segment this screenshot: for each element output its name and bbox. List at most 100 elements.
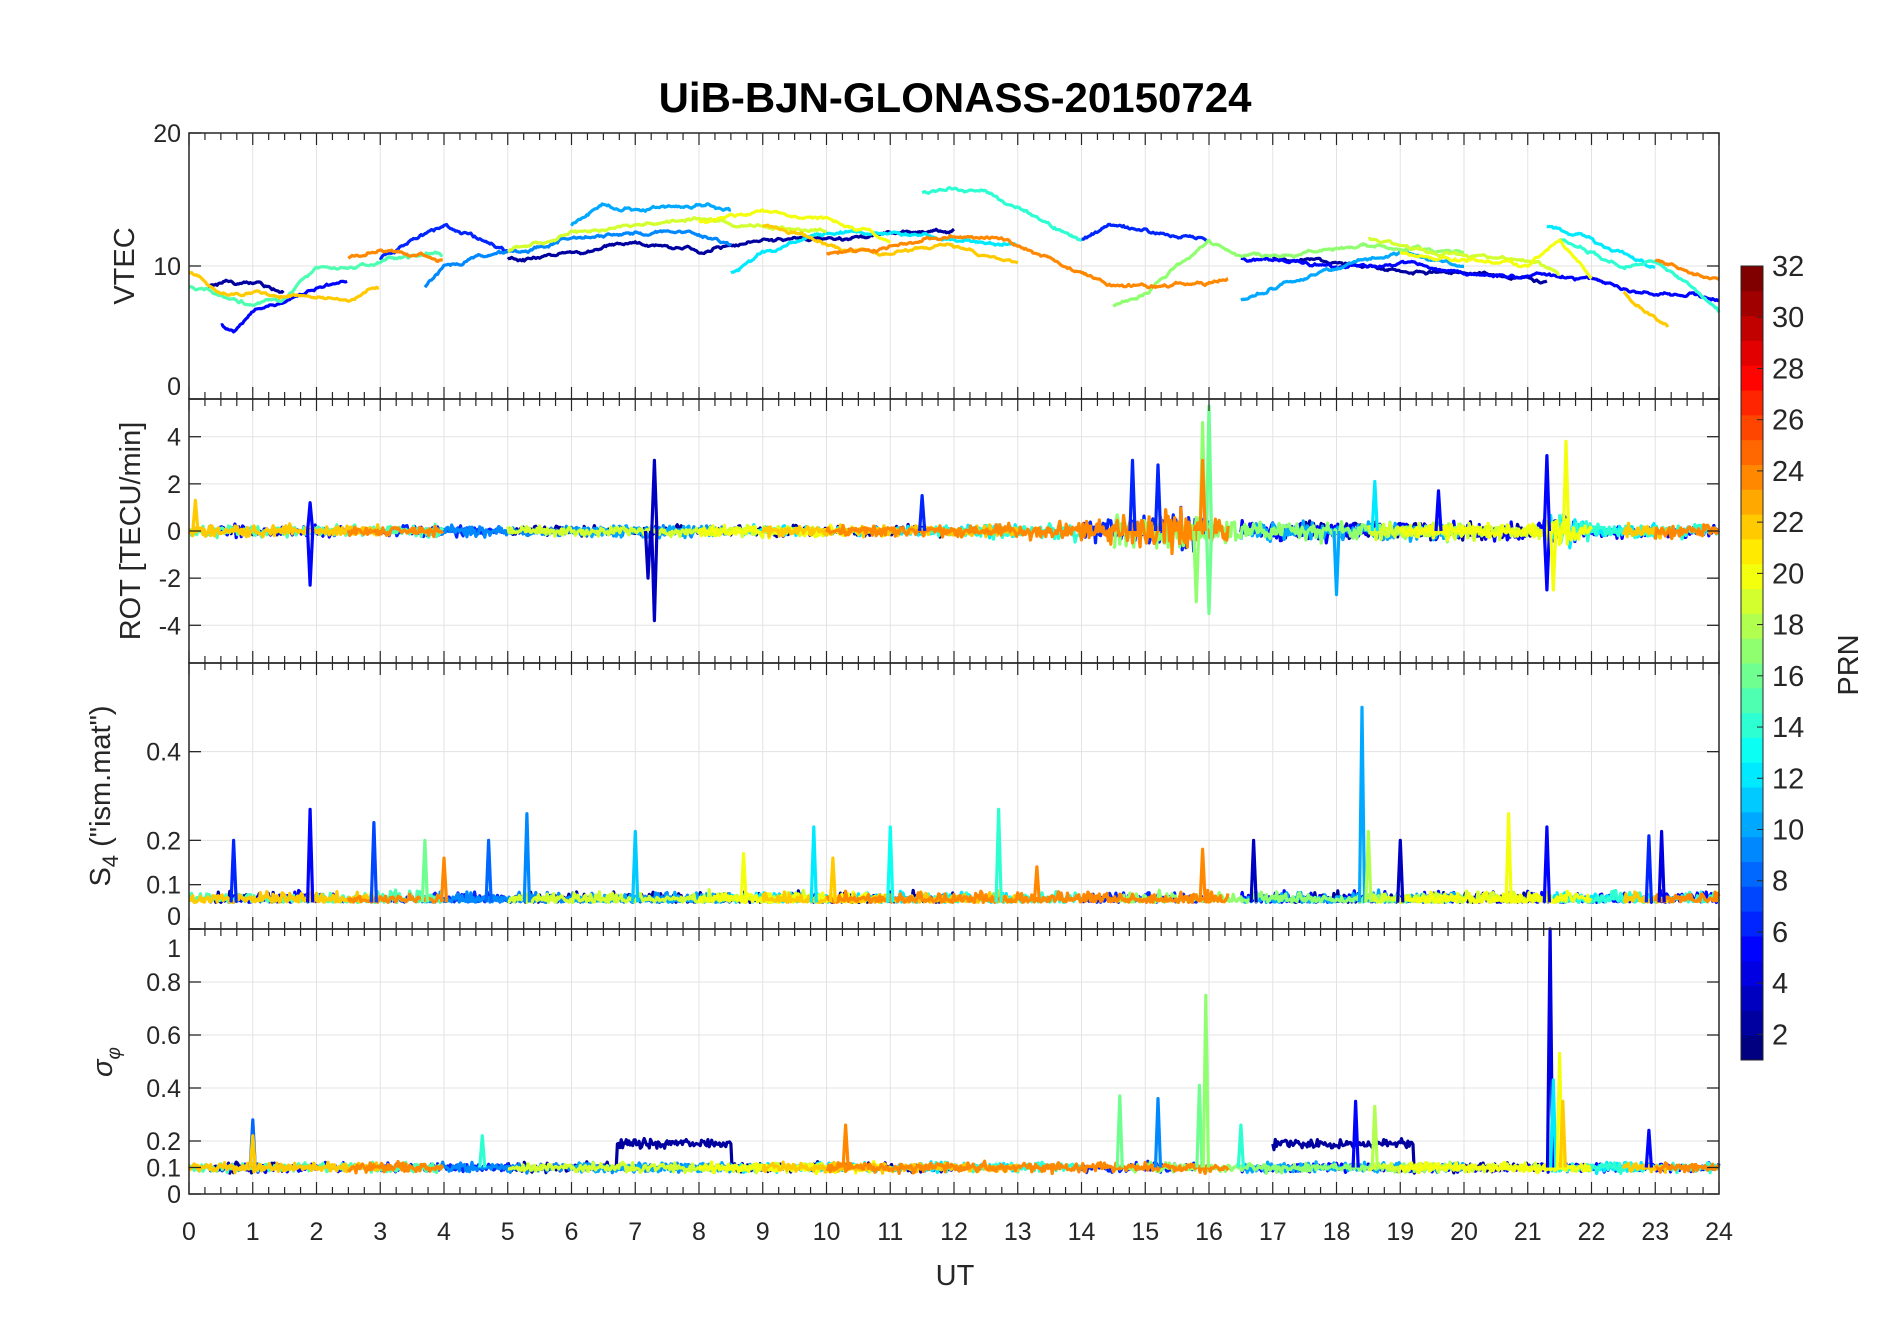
x-tick-label: 19 [1386,1218,1414,1246]
y-tick-label: 4 [167,424,181,452]
colorbar-swatch-16 [1741,663,1763,689]
rot-spike-prn-6 [1153,463,1163,532]
colorbar-tick-label: 18 [1772,610,1804,642]
sigma_phi-spike-prn-16 [1195,1083,1204,1168]
y-tick-label: 0.6 [146,1022,181,1050]
y-tick-label: 0 [167,903,181,931]
s4-spike-prn-20 [739,852,748,903]
panel-frame-sigma_phi [188,928,1720,1195]
sigma_phi-spike-prn-5 [1644,1128,1653,1168]
s4-spike-prn-16 [420,838,429,903]
vtec-trace-prn-15 [188,250,444,307]
vtec-trace-prn-24 [347,248,444,264]
s4-spike-prn-6 [229,838,238,903]
x-tick-label: 15 [1131,1218,1159,1246]
sigma_phi-spike-prn-14 [1236,1123,1245,1168]
colorbar-tick-label: 4 [1772,968,1788,1000]
x-tick-label: 8 [692,1218,706,1246]
s4-spike-prn-18 [1364,829,1373,903]
colorbar-swatch-15 [1741,687,1763,714]
y-axis-label-rot: ROT [TECU/min] [115,422,147,641]
vtec-trace-prn-24 [1654,258,1720,281]
rot-spike-prn-5 [1542,454,1551,532]
s4-spike-prn-5 [1542,825,1551,903]
x-tick-label: 3 [373,1218,387,1246]
sigma-label-main: σ [87,1058,119,1077]
s4-spike-prn-24 [1032,865,1041,903]
s4-trace-prn-17 [1112,888,1466,904]
x-tick-label: 12 [940,1218,968,1246]
vtec-trace-prn-22 [188,270,380,303]
vtec-trace-prn-10 [1240,249,1465,302]
sigma-phi-trace-prn-22 [187,1160,381,1175]
sigma_phi-spike-prn-14 [478,1134,487,1168]
vtec-trace-prn-6 [1081,222,1210,243]
vtec-trace-prn-20 [1399,238,1593,280]
rot-trace-prn-24 [346,524,445,539]
x-tick-label: 21 [1514,1218,1542,1246]
y-tick-label: 1 [167,935,181,963]
colorbar-swatch-19 [1741,588,1763,614]
x-axis-label: UT [936,1260,975,1292]
x-tick-label: 20 [1450,1218,1478,1246]
x-tick-label: 9 [756,1218,770,1246]
colorbar-swatch-10 [1741,811,1763,838]
vtec-trace-prn-12 [1546,224,1656,269]
sigma_phi-spike-prn-18 [1370,1104,1379,1168]
y-tick-label: 0.4 [146,739,181,767]
colorbar-swatch-26 [1741,414,1763,441]
vtec-trace-prn-17 [1112,238,1465,308]
s4-spike-prn-22 [828,856,837,903]
rot-spike-prn-5 [306,530,315,587]
colorbar-swatch-7 [1741,886,1763,912]
vtec-trace-prn-22 [1622,290,1670,328]
s4-spike-prn-3 [1396,838,1405,903]
vtec-trace-prn-2 [207,278,285,295]
colorbar-swatch-18 [1741,613,1763,639]
colorbar-swatch-8 [1741,861,1763,887]
colorbar-swatch-6 [1741,911,1763,937]
colorbar-swatch-23 [1741,489,1763,515]
sigma_phi-spike-prn-5 [1351,1099,1360,1168]
colorbar-tick-label: 20 [1772,558,1804,590]
x-tick-label: 7 [628,1218,642,1246]
vtec-trace-prn-14 [1559,238,1721,313]
colorbar-swatch-27 [1741,390,1763,416]
x-tick-label: 5 [501,1218,515,1246]
rot-spike-prn-16 [1204,530,1214,616]
y-tick-label: 0 [167,518,181,546]
x-tick-label: 17 [1259,1218,1287,1246]
rot-trace-prn-24 [1653,523,1720,541]
s4-trace-prn-24 [1653,890,1721,904]
x-tick-label: 2 [310,1218,324,1246]
chart-title: UiB-BJN-GLONASS-20150724 [659,74,1253,121]
s4-label-main: S [85,867,117,886]
colorbar-swatch-4 [1741,960,1763,987]
y-tick-label: 0.2 [146,1128,181,1156]
vtec-trace-prn-20 [697,208,892,244]
x-tick-label: 6 [565,1218,579,1246]
s4-trace-prn-20 [1398,889,1593,904]
rot-spike-prn-17 [1192,530,1201,604]
colorbar-tick-label: 8 [1772,866,1788,898]
s4-spike-prn-3 [1249,838,1258,903]
s4-spike-prn-14 [994,807,1003,903]
sigma_phi-spike-prn-22 [1558,1099,1567,1168]
colorbar-swatch-14 [1741,712,1763,738]
s4-trace-prn-19 [507,888,828,904]
rot-spike-prn-3 [650,530,659,623]
vtec-trace-prn-10 [570,202,732,227]
rot-trace-prn-19 [506,523,828,540]
colorbar-swatch-1 [1741,1035,1763,1061]
colorbar-swatch-21 [1741,538,1763,565]
y-tick-label: 10 [153,253,181,281]
s4-spike-prn-11 [631,829,640,903]
rot-spike-prn-5 [306,501,315,532]
colorbar-swatch-11 [1741,787,1763,813]
colorbar-swatch-31 [1741,290,1763,317]
s4-spike-prn-9 [522,812,531,903]
s4-trace-prn-22 [188,889,381,904]
